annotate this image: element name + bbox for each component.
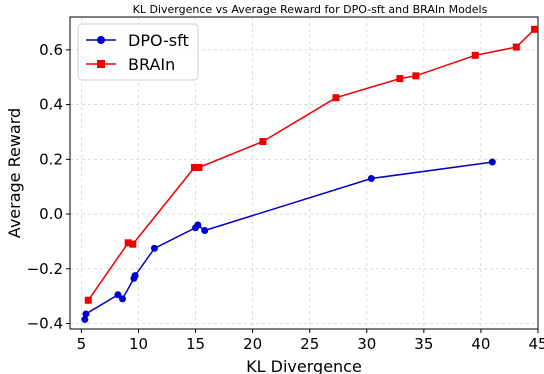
x-tick-label: 15 bbox=[186, 335, 205, 353]
data-point-brain bbox=[412, 72, 420, 80]
series-line-dpo-sft bbox=[84, 161, 493, 320]
data-point-dpo-sft bbox=[131, 272, 139, 280]
y-tick-label: 0.2 bbox=[39, 150, 63, 168]
chart-title: KL Divergence vs Average Reward for DPO-… bbox=[133, 3, 488, 16]
data-point-dpo-sft bbox=[201, 226, 209, 234]
y-tick-label: 0.6 bbox=[39, 41, 63, 59]
data-point-brain bbox=[124, 239, 132, 247]
data-point-dpo-sft bbox=[114, 291, 122, 299]
x-tick-label: 40 bbox=[471, 335, 490, 353]
y-tick-label: 0.4 bbox=[39, 96, 63, 114]
legend-marker-dpo-sft bbox=[97, 36, 105, 44]
data-point-dpo-sft bbox=[488, 158, 496, 166]
x-tick-label: 45 bbox=[528, 335, 544, 353]
data-point-dpo-sft bbox=[367, 174, 375, 182]
y-axis-label: Average Reward bbox=[5, 108, 24, 238]
data-point-dpo-sft bbox=[194, 221, 202, 229]
data-point-brain bbox=[512, 43, 520, 51]
y-tick-label: −0.2 bbox=[27, 260, 63, 278]
x-tick-label: 10 bbox=[129, 335, 148, 353]
legend-box bbox=[77, 23, 199, 81]
data-point-dpo-sft bbox=[119, 295, 127, 303]
legend-label-dpo-sft: DPO-sft bbox=[128, 31, 189, 50]
data-point-brain bbox=[396, 75, 404, 83]
plot-frame bbox=[69, 16, 539, 330]
data-point-brain bbox=[471, 51, 479, 59]
data-point-dpo-sft bbox=[81, 315, 89, 323]
x-tick-label: 25 bbox=[300, 335, 319, 353]
data-point-dpo-sft bbox=[82, 310, 90, 318]
data-point-brain bbox=[531, 25, 539, 33]
data-point-brain bbox=[129, 240, 137, 248]
data-point-brain bbox=[332, 94, 340, 102]
series bbox=[81, 25, 539, 323]
data-point-dpo-sft bbox=[150, 244, 158, 252]
data-point-brain bbox=[259, 138, 267, 146]
y-tick-label: −0.4 bbox=[27, 315, 63, 333]
legend: DPO-sft BRAIn bbox=[77, 23, 199, 81]
x-tick-label: 5 bbox=[77, 335, 87, 353]
ticks: 5 10 15 20 25 30 35 40 45 −0.4 −0.2 0.0 0.2 0.4 0.6 bbox=[27, 41, 544, 353]
data-point-brain bbox=[195, 164, 203, 172]
x-tick-label: 30 bbox=[357, 335, 376, 353]
legend-label-brain: BRAIn bbox=[128, 55, 175, 74]
x-tick-label: 20 bbox=[243, 335, 262, 353]
x-axis-label: KL Divergence bbox=[246, 357, 362, 374]
legend-marker-brain bbox=[97, 60, 105, 68]
data-point-brain bbox=[190, 164, 198, 172]
data-point-brain bbox=[84, 296, 92, 304]
x-tick-label: 35 bbox=[414, 335, 433, 353]
y-tick-label: 0.0 bbox=[39, 205, 63, 223]
